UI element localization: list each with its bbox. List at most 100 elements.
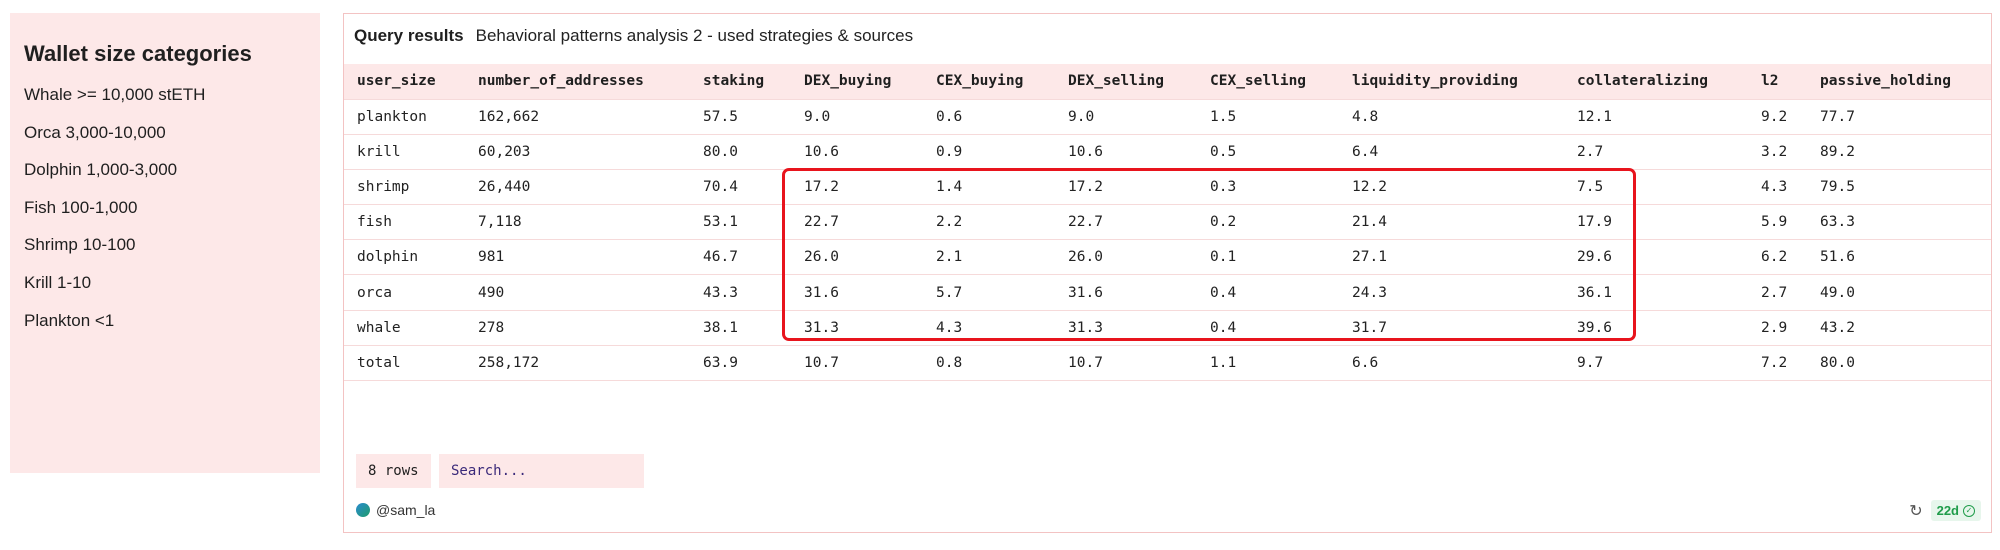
table-cell: 80.0 [690,134,791,170]
column-header[interactable]: liquidity_providing [1339,64,1564,100]
table-row: orca 490 43.3 31.6 5.7 31.6 0.4 24.3 36.1 2.7 49.0 [344,274,1991,311]
query-name[interactable]: Behavioral patterns analysis 2 - used st… [475,26,914,45]
table-row: shrimp 26,440 70.4 17.2 1.4 17.2 0.3 12.2 7.5 4.3… [344,169,1991,206]
footer-status: ↻ 22d ✓ [1909,500,1981,521]
search-input[interactable] [439,454,644,488]
table-cell: 0.9 [923,134,1055,170]
table-cell: 1.5 [1197,99,1339,135]
query-results-label: Query results [354,26,464,45]
table-cell: 38.1 [690,310,791,346]
legend-item: Orca 3,000-10,000 [24,122,166,142]
table-cell: 63.9 [690,345,791,382]
table-cell: dolphin [344,239,465,276]
table-cell: 17.2 [791,169,923,206]
table-cell: 77.7 [1807,99,1991,135]
table-cell: 2.7 [1748,274,1807,311]
table-cell: 39.6 [1564,310,1748,346]
table-cell: 5.9 [1748,204,1807,241]
table-cell: 26.0 [1055,239,1197,276]
table-cell: 278 [465,310,690,346]
row-count-badge: 8 rows [356,454,431,488]
table-cell: 43.3 [690,274,791,311]
table-cell: 4.3 [923,310,1055,346]
table-cell: 9.0 [791,99,923,135]
table-cell: 17.9 [1564,204,1748,241]
table-cell: 0.8 [923,345,1055,382]
column-header[interactable]: DEX_buying [791,64,923,100]
table-cell: 31.3 [791,310,923,346]
table-row: plankton 162,662 57.5 9.0 0.6 9.0 1.5 4.8 12.1 9.… [344,99,1991,135]
table-cell: 49.0 [1807,274,1991,311]
legend-item: Shrimp 10-100 [24,235,136,255]
query-results-card: Query results Behavioral patterns analys… [343,13,1992,533]
table-cell: 7,118 [465,204,690,241]
column-header[interactable]: user_size [344,64,465,100]
table-cell: 6.6 [1339,345,1564,382]
table-cell: 3.2 [1748,134,1807,170]
table-cell: 0.5 [1197,134,1339,170]
column-header[interactable]: CEX_buying [923,64,1055,100]
table-cell: 17.2 [1055,169,1197,206]
table-cell: 26.0 [791,239,923,276]
column-header[interactable]: CEX_selling [1197,64,1339,100]
legend-item: Plankton <1 [24,310,115,330]
results-table: user_size number_of_addresses staking DEX_b… [344,64,1991,382]
table-cell: 9.0 [1055,99,1197,135]
table-cell: 0.3 [1197,169,1339,206]
table-row: krill 60,203 80.0 10.6 0.9 10.6 0.5 6.4 2.7 3.2 89… [344,134,1991,170]
table-header-row: user_size number_of_addresses staking DEX_b… [344,64,1991,100]
table-cell: 1.1 [1197,345,1339,382]
table-cell: 490 [465,274,690,311]
table-cell: 10.7 [791,345,923,382]
table-cell: 53.1 [690,204,791,241]
age-label: 22d [1936,503,1959,518]
table-cell: 9.2 [1748,99,1807,135]
table-cell: 0.4 [1197,310,1339,346]
table-cell: 1.4 [923,169,1055,206]
results-header: Query results Behavioral patterns analys… [344,14,1991,58]
column-header[interactable]: number_of_addresses [465,64,690,100]
refresh-icon[interactable]: ↻ [1909,502,1923,520]
table-cell: 24.3 [1339,274,1564,311]
table-cell: 31.6 [1055,274,1197,311]
legend-item: Fish 100-1,000 [24,197,138,217]
table-cell: 0.2 [1197,204,1339,241]
table-cell: 0.4 [1197,274,1339,311]
table-cell: 10.7 [1055,345,1197,382]
author-link[interactable]: @sam_la [356,502,435,518]
table-row: whale 278 38.1 31.3 4.3 31.3 0.4 31.7 39.6 2.9 43.… [344,310,1991,346]
table-cell: total [344,345,465,382]
table-cell: 6.4 [1339,134,1564,170]
table-cell: 6.2 [1748,239,1807,276]
column-header[interactable]: DEX_selling [1055,64,1197,100]
table-cell: 10.6 [791,134,923,170]
table-cell: 21.4 [1339,204,1564,241]
table-cell: 80.0 [1807,345,1991,382]
table-cell: 46.7 [690,239,791,276]
check-circle-icon: ✓ [1963,504,1975,517]
table-cell: 7.2 [1748,345,1807,382]
legend-list: Whale >= 10,000 stETH Orca 3,000-10,000 Do… [24,85,306,348]
table-cell: 63.3 [1807,204,1991,241]
column-header[interactable]: staking [690,64,791,100]
column-header[interactable]: l2 [1748,64,1807,100]
table-cell: whale [344,310,465,346]
table-cell: 2.2 [923,204,1055,241]
table-cell: 0.1 [1197,239,1339,276]
avatar [356,503,370,517]
column-header[interactable]: collateralizing [1564,64,1748,100]
table-cell: 89.2 [1807,134,1991,170]
column-header[interactable]: passive_holding [1807,64,1991,100]
wallet-size-legend-panel: Wallet size categories Whale >= 10,000 s… [10,13,320,473]
table-cell: 57.5 [690,99,791,135]
table-cell: 27.1 [1339,239,1564,276]
table-cell: 10.6 [1055,134,1197,170]
table-cell: 0.6 [923,99,1055,135]
table-cell: 22.7 [791,204,923,241]
author-name: @sam_la [376,502,436,518]
table-cell: 26,440 [465,169,690,206]
table-cell: 70.4 [690,169,791,206]
table-cell: 258,172 [465,345,690,382]
table-cell: 4.3 [1748,169,1807,206]
table-row: total 258,172 63.9 10.7 0.8 10.7 1.1 6.6 9.7 7.2 8… [344,345,1991,382]
